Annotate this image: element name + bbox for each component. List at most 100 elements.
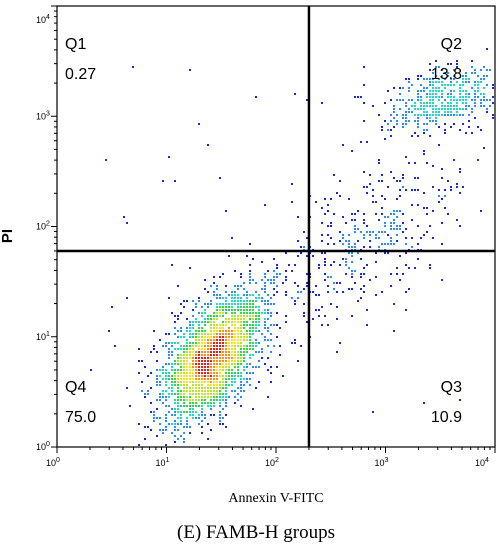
event-dot [225,390,227,392]
event-dot [369,231,371,233]
event-dot [153,417,155,419]
event-dot [204,417,206,419]
event-dot [201,375,203,377]
event-dot [156,417,158,419]
event-dot [246,297,248,299]
event-dot [270,381,272,383]
event-dot [402,114,404,116]
event-dot [363,171,365,173]
event-dot [225,384,227,386]
event-dot [198,372,200,374]
event-dot [315,309,317,311]
event-dot [174,381,176,383]
event-dot [420,114,422,116]
event-dot [432,93,434,95]
event-dot [459,90,461,92]
event-dot [207,360,209,362]
event-dot [174,423,176,425]
event-dot [306,282,308,284]
event-dot [246,336,248,338]
event-dot [222,384,224,386]
event-dot [273,345,275,347]
event-dot [453,114,455,116]
event-dot [219,294,221,296]
event-dot [237,360,239,362]
event-dot [195,306,197,308]
event-dot [393,222,395,224]
event-dot [240,276,242,278]
event-dot [420,90,422,92]
x-tick-label: 103 [375,457,389,468]
event-dot [216,342,218,344]
event-dot [240,318,242,320]
event-dot [231,375,233,377]
event-dot [165,444,167,446]
event-dot [192,366,194,368]
event-dot [198,348,200,350]
event-dot [228,318,230,320]
event-dot [252,258,254,260]
event-dot [465,93,467,95]
event-dot [324,213,326,215]
event-dot [156,408,158,410]
event-dot [477,90,479,92]
event-dot [225,414,227,416]
event-dot [195,372,197,374]
event-dot [441,90,443,92]
event-dot [207,144,209,146]
event-dot [375,234,377,236]
event-dot [198,339,200,341]
event-dot [216,354,218,356]
event-dot [156,351,158,353]
event-dot [246,303,248,305]
event-dot [204,339,206,341]
event-dot [333,243,335,245]
event-dot [207,315,209,317]
event-dot [399,189,401,191]
event-dot [237,300,239,302]
event-dot [240,273,242,275]
event-dot [177,342,179,344]
event-dot [231,390,233,392]
event-dot [237,333,239,335]
event-dot [204,318,206,320]
event-dot [459,225,461,227]
event-dot [387,216,389,218]
event-dot [306,99,308,101]
event-dot [405,243,407,245]
event-dot [165,429,167,431]
event-dot [252,366,254,368]
event-dot [354,225,356,227]
event-dot [252,306,254,308]
event-dot [255,96,257,98]
event-dot [414,108,416,110]
event-dot [228,396,230,398]
event-dot [456,99,458,101]
event-dot [201,354,203,356]
event-dot [396,180,398,182]
event-dot [480,99,482,101]
event-dot [441,69,443,71]
event-dot [429,105,431,107]
event-dot [228,360,230,362]
event-dot [213,381,215,383]
event-dot [234,381,236,383]
event-dot [441,105,443,107]
event-dot [249,315,251,317]
event-dot [303,303,305,305]
event-dot [207,396,209,398]
event-dot [435,90,437,92]
event-dot [141,360,143,362]
event-dot [390,135,392,137]
event-dot [312,318,314,320]
event-dot [210,369,212,371]
event-dot [303,312,305,314]
event-dot [342,216,344,218]
event-dot [318,309,320,311]
event-dot [369,246,371,248]
event-dot [381,243,383,245]
event-dot [204,414,206,416]
event-dot [315,294,317,296]
event-dot [267,279,269,281]
event-dot [243,357,245,359]
